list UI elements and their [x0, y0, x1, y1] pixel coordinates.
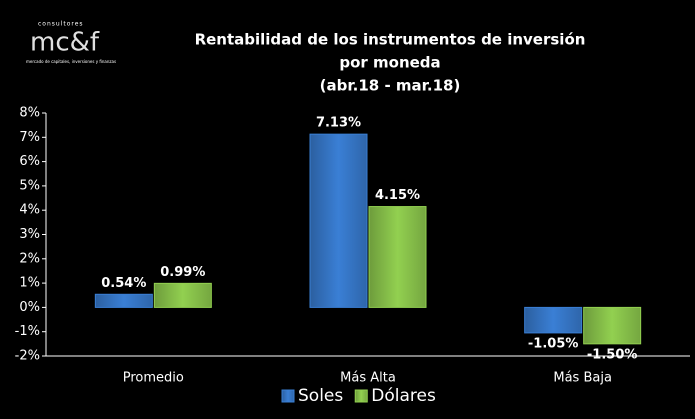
x-tick-label: Promedio [123, 371, 184, 386]
bar [94, 293, 153, 308]
x-tick-label: Más Alta [340, 371, 396, 386]
bar [309, 133, 368, 308]
chart-title: (abr.18 - mar.18) [320, 77, 461, 95]
y-tick-label: 7% [19, 130, 40, 145]
logo-tagline: consultores [38, 21, 84, 28]
y-tick-label: 5% [19, 178, 40, 193]
chart-title: por moneda [339, 54, 440, 72]
y-tick-label: 2% [19, 251, 40, 266]
legend-swatch [354, 389, 368, 403]
y-tick-label: -1% [15, 324, 40, 339]
y-tick-label: 6% [19, 154, 40, 169]
logo-subtitle: mercado de capitales, inversiones y fina… [26, 59, 116, 64]
value-label: 4.15% [375, 188, 420, 203]
legend-swatch [281, 389, 295, 403]
x-tick-label: Más Baja [553, 371, 612, 386]
value-label: 7.13% [316, 116, 361, 131]
y-tick-label: 8% [19, 106, 40, 121]
value-label: -1.50% [587, 347, 638, 362]
chart-title: Rentabilidad de los instrumentos de inve… [195, 31, 586, 49]
y-tick-label: 4% [19, 203, 40, 218]
value-label: -1.05% [528, 336, 579, 351]
bar [368, 206, 427, 308]
y-tick-label: -2% [15, 349, 40, 364]
y-tick-label: 3% [19, 227, 40, 242]
legend-label: Soles [298, 386, 343, 406]
legend-label: Dólares [371, 386, 436, 406]
value-label: 0.99% [160, 265, 205, 280]
bar [153, 282, 212, 308]
logo: consultores mc&f mercado de capitales, i… [26, 21, 116, 65]
logo-name: mc&f [30, 28, 100, 58]
bar [583, 306, 642, 345]
y-tick-label: 0% [19, 300, 40, 315]
bar [524, 306, 583, 334]
value-label: 0.54% [101, 276, 146, 291]
y-tick-label: 1% [19, 276, 40, 291]
